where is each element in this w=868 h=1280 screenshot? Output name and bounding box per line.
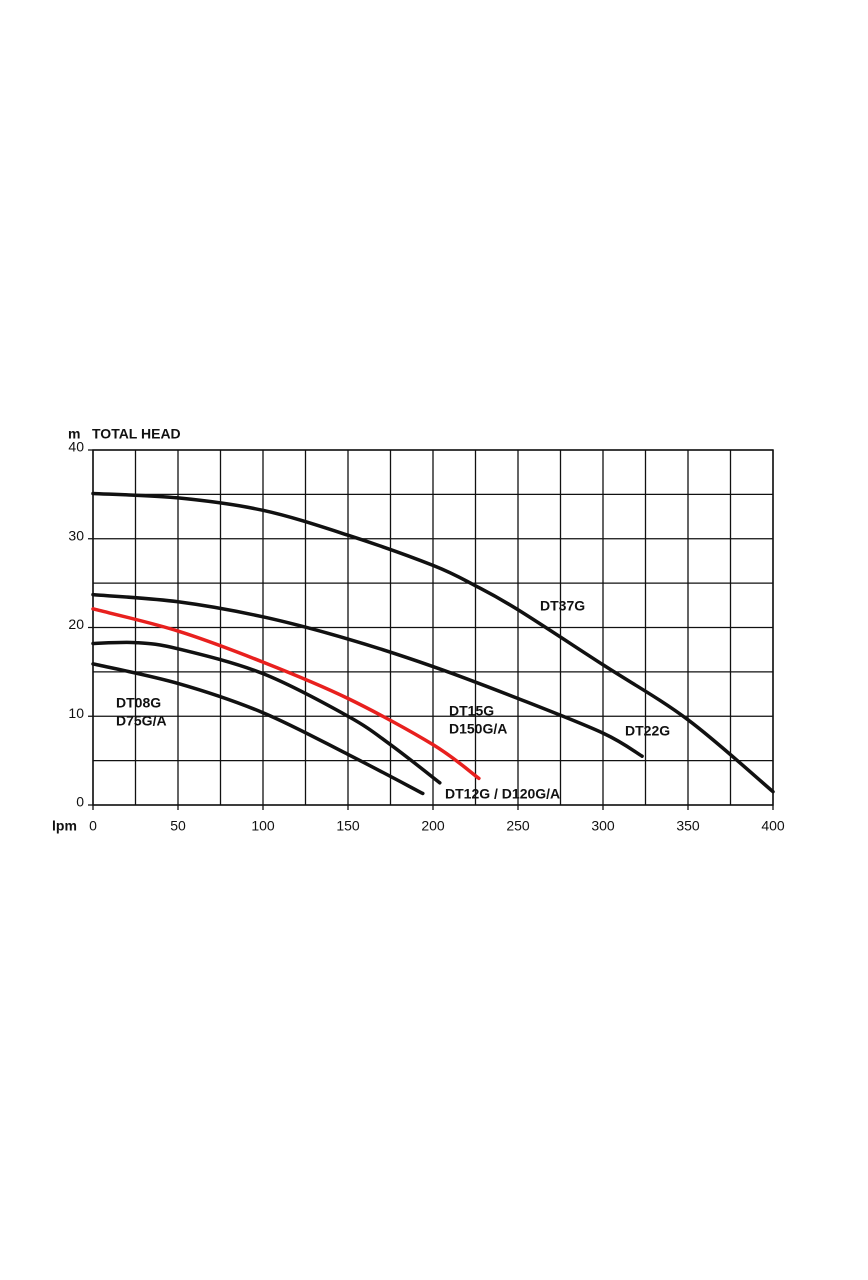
curve-label: DT12G / D120G/A	[445, 786, 560, 802]
x-tick-label: 50	[170, 818, 186, 834]
curve-label: DT37G	[540, 598, 585, 614]
curve	[91, 662, 425, 796]
x-tick-label: 200	[421, 818, 445, 834]
x-tick-label: 350	[676, 818, 700, 834]
y-tick-label: 40	[68, 439, 84, 455]
x-tick-label: 150	[336, 818, 360, 834]
y-tick-label: 0	[76, 794, 84, 810]
y-tick-label: 30	[68, 527, 84, 543]
y-tick-label: 10	[68, 705, 84, 721]
y-unit: m	[68, 426, 80, 442]
curve	[91, 607, 481, 781]
curve-label: D75G/A	[116, 713, 167, 729]
chart-title: TOTAL HEAD	[92, 426, 181, 442]
curve	[91, 592, 644, 758]
curve-label: DT22G	[625, 723, 670, 739]
x-tick-label: 300	[591, 818, 615, 834]
x-axis-label: lpm	[52, 818, 77, 834]
curve-label: DT08G	[116, 695, 161, 711]
curve	[91, 491, 775, 794]
y-tick-label: 20	[68, 616, 84, 632]
x-tick-label: 0	[89, 818, 97, 834]
x-tick-label: 400	[761, 818, 785, 834]
curve	[91, 640, 442, 785]
curve-label: D150G/A	[449, 721, 507, 737]
x-tick-label: 100	[251, 818, 275, 834]
x-tick-label: 250	[506, 818, 530, 834]
curve-label: DT15G	[449, 703, 494, 719]
plot-frame	[92, 449, 774, 806]
